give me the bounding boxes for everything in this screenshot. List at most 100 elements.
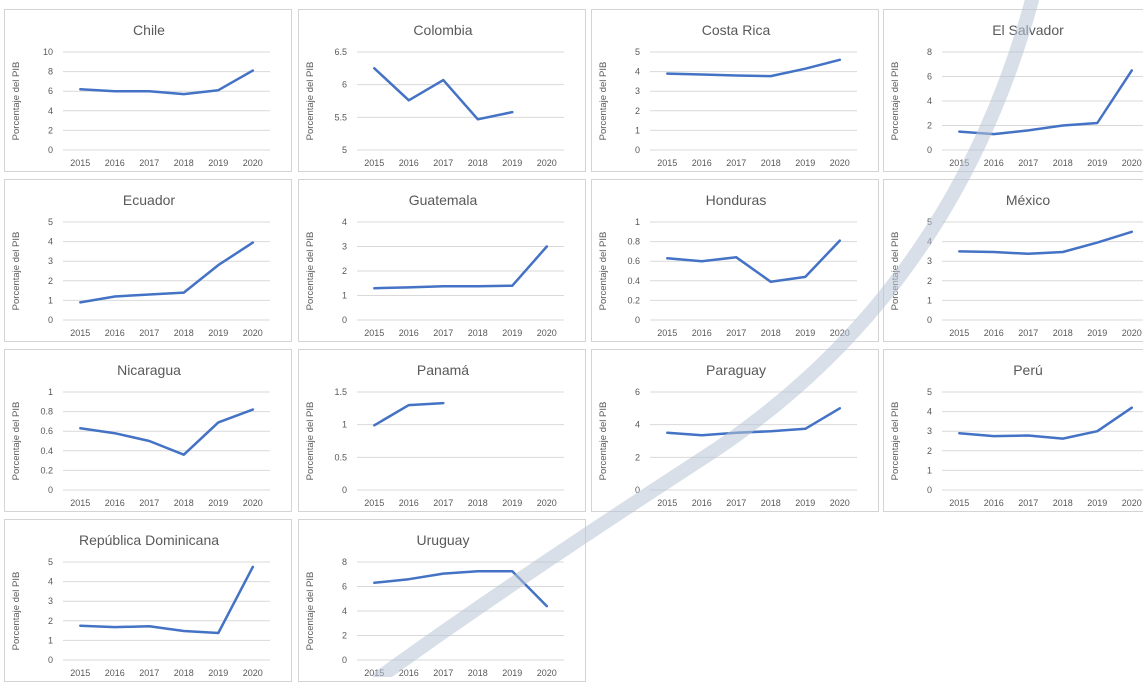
y-tick-label: 6.5 bbox=[334, 47, 347, 57]
y-tick-label: 2 bbox=[342, 266, 347, 276]
y-tick-label: 5 bbox=[342, 145, 347, 155]
series-line bbox=[373, 67, 514, 121]
x-tick-label: 2019 bbox=[795, 498, 815, 508]
y-tick-label: 1.5 bbox=[334, 387, 347, 397]
y-tick-label: 0 bbox=[635, 485, 640, 495]
chart-svg: Paraguay Porcentaje del PIB 0 2 4 6 2015 2016 20… bbox=[598, 362, 857, 508]
x-tick-label: 2019 bbox=[208, 158, 228, 168]
y-tick-label: 8 bbox=[927, 47, 932, 57]
series-line bbox=[958, 406, 1134, 440]
y-tick-label: 0 bbox=[635, 145, 640, 155]
x-tick-label: 2020 bbox=[830, 158, 850, 168]
x-tick-label: 2017 bbox=[726, 328, 746, 338]
x-tick-label: 2019 bbox=[1087, 328, 1107, 338]
x-tick-label: 2016 bbox=[692, 498, 712, 508]
chart-svg: Colombia Porcentaje del PIB 5 5.5 6 6.5 2015 20… bbox=[305, 22, 564, 168]
x-tick-label: 2018 bbox=[761, 498, 781, 508]
chart-panel: Paraguay Porcentaje del PIB 0 2 4 6 2015 2016 20… bbox=[591, 349, 879, 512]
series-line bbox=[666, 407, 842, 437]
y-tick-label: 4 bbox=[927, 237, 932, 247]
y-axis-label: Porcentaje del PIB bbox=[890, 232, 901, 311]
y-tick-label: 5.5 bbox=[334, 112, 347, 122]
chart-title: República Dominicana bbox=[79, 532, 219, 548]
y-tick-label: 0 bbox=[635, 315, 640, 325]
y-tick-label: 1 bbox=[48, 295, 53, 305]
x-tick-label: 2015 bbox=[70, 158, 90, 168]
x-tick-label: 2020 bbox=[537, 498, 557, 508]
series-line bbox=[958, 230, 1134, 256]
x-tick-label: 2020 bbox=[1122, 498, 1142, 508]
y-tick-label: 8 bbox=[48, 67, 53, 77]
chart-title: El Salvador bbox=[992, 22, 1064, 38]
y-tick-label: 0 bbox=[927, 315, 932, 325]
x-tick-label: 2019 bbox=[502, 328, 522, 338]
chart-svg: El Salvador Porcentaje del PIB 0 2 4 6 8 2015 20… bbox=[890, 22, 1143, 168]
y-axis-label: Porcentaje del PIB bbox=[598, 232, 609, 311]
y-axis-label: Porcentaje del PIB bbox=[305, 62, 316, 141]
y-axis-label: Porcentaje del PIB bbox=[305, 402, 316, 481]
y-tick-label: 8 bbox=[342, 557, 347, 567]
x-tick-label: 2019 bbox=[208, 498, 228, 508]
x-tick-label: 2016 bbox=[692, 328, 712, 338]
x-tick-label: 2019 bbox=[1087, 158, 1107, 168]
x-tick-label: 2018 bbox=[468, 158, 488, 168]
x-tick-label: 2017 bbox=[139, 328, 159, 338]
chart-panel: Uruguay Porcentaje del PIB 0 2 4 6 8 2015 2016 20… bbox=[298, 519, 586, 682]
y-tick-label: 5 bbox=[48, 557, 53, 567]
chart-title: Chile bbox=[133, 22, 165, 38]
x-tick-label: 2016 bbox=[692, 158, 712, 168]
y-axis-label: Porcentaje del PIB bbox=[890, 62, 901, 141]
y-tick-label: 0 bbox=[927, 145, 932, 155]
x-tick-label: 2016 bbox=[984, 498, 1004, 508]
x-tick-label: 2019 bbox=[1087, 498, 1107, 508]
chart-svg: Guatemala Porcentaje del PIB 0 1 2 3 4 2015 2016… bbox=[305, 192, 564, 338]
x-tick-label: 2017 bbox=[726, 498, 746, 508]
x-tick-label: 2019 bbox=[208, 328, 228, 338]
chart-svg: República Dominicana Porcentaje del PIB 0 1… bbox=[11, 532, 270, 678]
y-tick-label: 2 bbox=[927, 121, 932, 131]
y-tick-label: 1 bbox=[927, 295, 932, 305]
y-tick-label: 0 bbox=[48, 145, 53, 155]
y-tick-label: 0.8 bbox=[40, 407, 53, 417]
y-tick-label: 3 bbox=[927, 426, 932, 436]
y-tick-label: 2 bbox=[48, 125, 53, 135]
y-tick-label: 0.2 bbox=[40, 465, 53, 475]
x-tick-label: 2016 bbox=[105, 158, 125, 168]
x-tick-label: 2018 bbox=[1053, 328, 1073, 338]
chart-panel: Costa Rica Porcentaje del PIB 0 1 2 3 4 5 2015 20… bbox=[591, 9, 879, 172]
y-tick-label: 3 bbox=[927, 256, 932, 266]
x-tick-label: 2020 bbox=[243, 498, 263, 508]
y-tick-label: 3 bbox=[635, 86, 640, 96]
x-tick-label: 2018 bbox=[468, 328, 488, 338]
y-axis-label: Porcentaje del PIB bbox=[598, 62, 609, 141]
x-tick-label: 2015 bbox=[657, 328, 677, 338]
chart-svg: Chile Porcentaje del PIB 0 2 4 6 8 10 2015 2016 20… bbox=[11, 22, 270, 168]
y-tick-label: 2 bbox=[927, 276, 932, 286]
x-tick-label: 2015 bbox=[657, 498, 677, 508]
y-tick-label: 1 bbox=[342, 291, 347, 301]
x-tick-label: 2020 bbox=[1122, 328, 1142, 338]
x-tick-label: 2020 bbox=[537, 328, 557, 338]
x-tick-label: 2016 bbox=[984, 328, 1004, 338]
y-tick-label: 5 bbox=[927, 217, 932, 227]
chart-title: Uruguay bbox=[417, 532, 470, 548]
y-axis-label: Porcentaje del PIB bbox=[305, 232, 316, 311]
chart-panel: República Dominicana Porcentaje del PIB 0 1… bbox=[4, 519, 292, 682]
x-tick-label: 2015 bbox=[657, 158, 677, 168]
chart-title: Nicaragua bbox=[117, 362, 181, 378]
chart-panel: Nicaragua Porcentaje del PIB 0 0.2 0.4 0.6 0.8… bbox=[4, 349, 292, 512]
y-tick-label: 6 bbox=[48, 86, 53, 96]
chart-title: Ecuador bbox=[123, 192, 175, 208]
series-line bbox=[373, 401, 445, 427]
chart-svg: Costa Rica Porcentaje del PIB 0 1 2 3 4 5 2015 20… bbox=[598, 22, 857, 168]
chart-svg: Panamá Porcentaje del PIB 0 0.5 1 1.5 2015 2016… bbox=[305, 362, 564, 508]
y-tick-label: 1 bbox=[635, 217, 640, 227]
y-axis-label: Porcentaje del PIB bbox=[11, 572, 22, 651]
y-tick-label: 6 bbox=[342, 582, 347, 592]
y-tick-label: 0 bbox=[48, 315, 53, 325]
series-line bbox=[79, 69, 255, 96]
x-tick-label: 2019 bbox=[208, 668, 228, 678]
x-tick-label: 2016 bbox=[105, 668, 125, 678]
chart-panel: Chile Porcentaje del PIB 0 2 4 6 8 10 2015 2016 20… bbox=[4, 9, 292, 172]
x-tick-label: 2017 bbox=[139, 668, 159, 678]
